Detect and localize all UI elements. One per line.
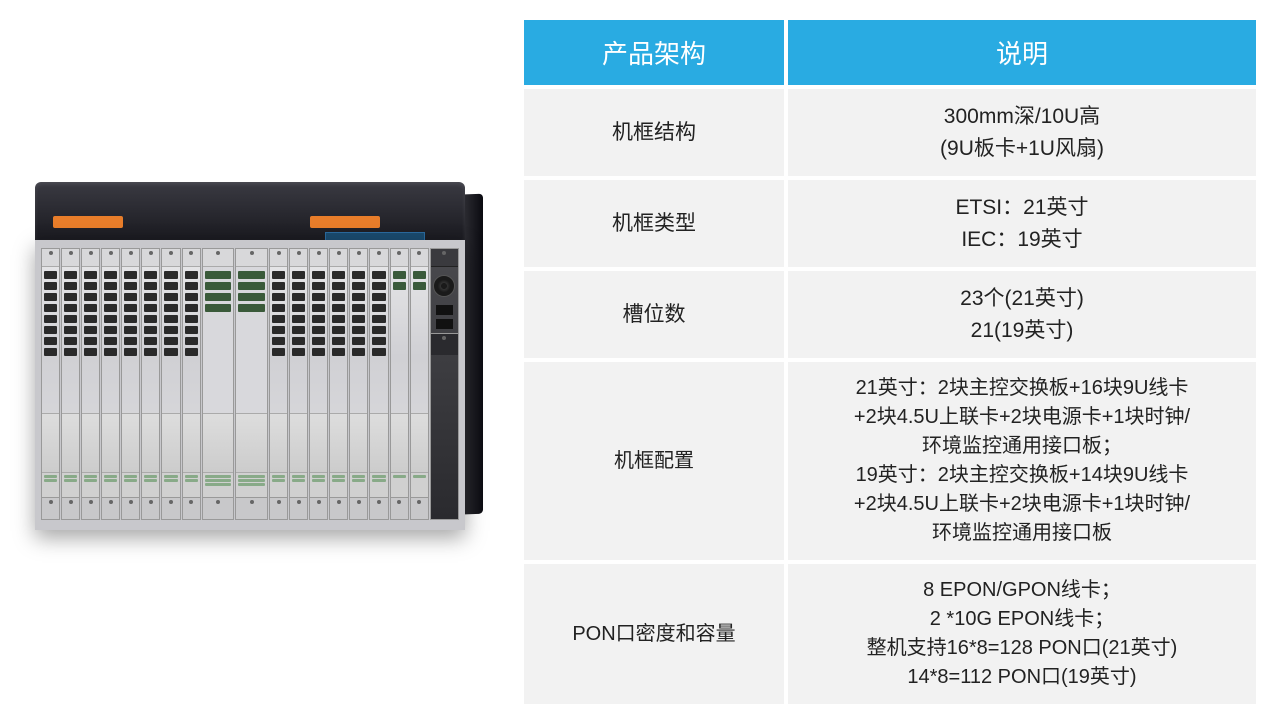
- spec-label: 机框配置: [524, 362, 784, 560]
- spec-value: 8 EPON/GPON线卡； 2 *10G EPON线卡； 整机支持16*8=1…: [788, 564, 1256, 704]
- spec-value: 23个(21英寸) 21(19英寸): [788, 271, 1256, 358]
- line-card-slot: [369, 248, 388, 520]
- main-control-slot: [202, 248, 235, 520]
- spec-value: 21英寸：2块主控交换板+16块9U线卡 +2块4.5U上联卡+2块电源卡+1块…: [788, 362, 1256, 560]
- line-card-slot: [121, 248, 140, 520]
- main-control-slot: [235, 248, 268, 520]
- line-card-slot: [81, 248, 100, 520]
- line-card-slot: [161, 248, 180, 520]
- spec-value: 300mm深/10U高 (9U板卡+1U风扇): [788, 89, 1256, 176]
- line-card-slot: [141, 248, 160, 520]
- spec-label: 机框结构: [524, 89, 784, 176]
- table-row: PON口密度和容量 8 EPON/GPON线卡； 2 *10G EPON线卡； …: [524, 564, 1256, 704]
- line-card-slot: [269, 248, 288, 520]
- table-body: 机框结构 300mm深/10U高 (9U板卡+1U风扇) 机框类型 ETSI：2…: [524, 89, 1256, 704]
- chassis-top-cover: [35, 182, 465, 240]
- chassis-side-panel: [465, 194, 483, 515]
- page-container: 产品架构 说明 机框结构 300mm深/10U高 (9U板卡+1U风扇) 机框类…: [20, 16, 1260, 708]
- chassis-slot-bay: [35, 240, 465, 530]
- line-card-slot: [182, 248, 201, 520]
- line-card-slot: [309, 248, 328, 520]
- table-row: 机框结构 300mm深/10U高 (9U板卡+1U风扇): [524, 89, 1256, 176]
- spec-value: ETSI：21英寸 IEC：19英寸: [788, 180, 1256, 267]
- line-card-slot: [349, 248, 368, 520]
- line-card-slot: [41, 248, 60, 520]
- spec-table: 产品架构 说明 机框结构 300mm深/10U高 (9U板卡+1U风扇) 机框类…: [520, 16, 1260, 708]
- table-row: 机框类型 ETSI：21英寸 IEC：19英寸: [524, 180, 1256, 267]
- line-card-slot: [61, 248, 80, 520]
- line-card-slot: [101, 248, 120, 520]
- chassis: [35, 182, 465, 542]
- uplink-card-slot: [390, 248, 409, 520]
- device-illustration: [20, 177, 480, 547]
- power-module-slot: [430, 248, 459, 520]
- table-row: 机框配置 21英寸：2块主控交换板+16块9U线卡 +2块4.5U上联卡+2块电…: [524, 362, 1256, 560]
- spec-label: 槽位数: [524, 271, 784, 358]
- table-row: 槽位数 23个(21英寸) 21(19英寸): [524, 271, 1256, 358]
- line-card-slot: [289, 248, 308, 520]
- spec-label: PON口密度和容量: [524, 564, 784, 704]
- table-header-arch: 产品架构: [524, 20, 784, 85]
- spec-label: 机框类型: [524, 180, 784, 267]
- uplink-card-slot: [410, 248, 429, 520]
- line-card-slot: [329, 248, 348, 520]
- table-header-desc: 说明: [788, 20, 1256, 85]
- table-header-row: 产品架构 说明: [524, 20, 1256, 85]
